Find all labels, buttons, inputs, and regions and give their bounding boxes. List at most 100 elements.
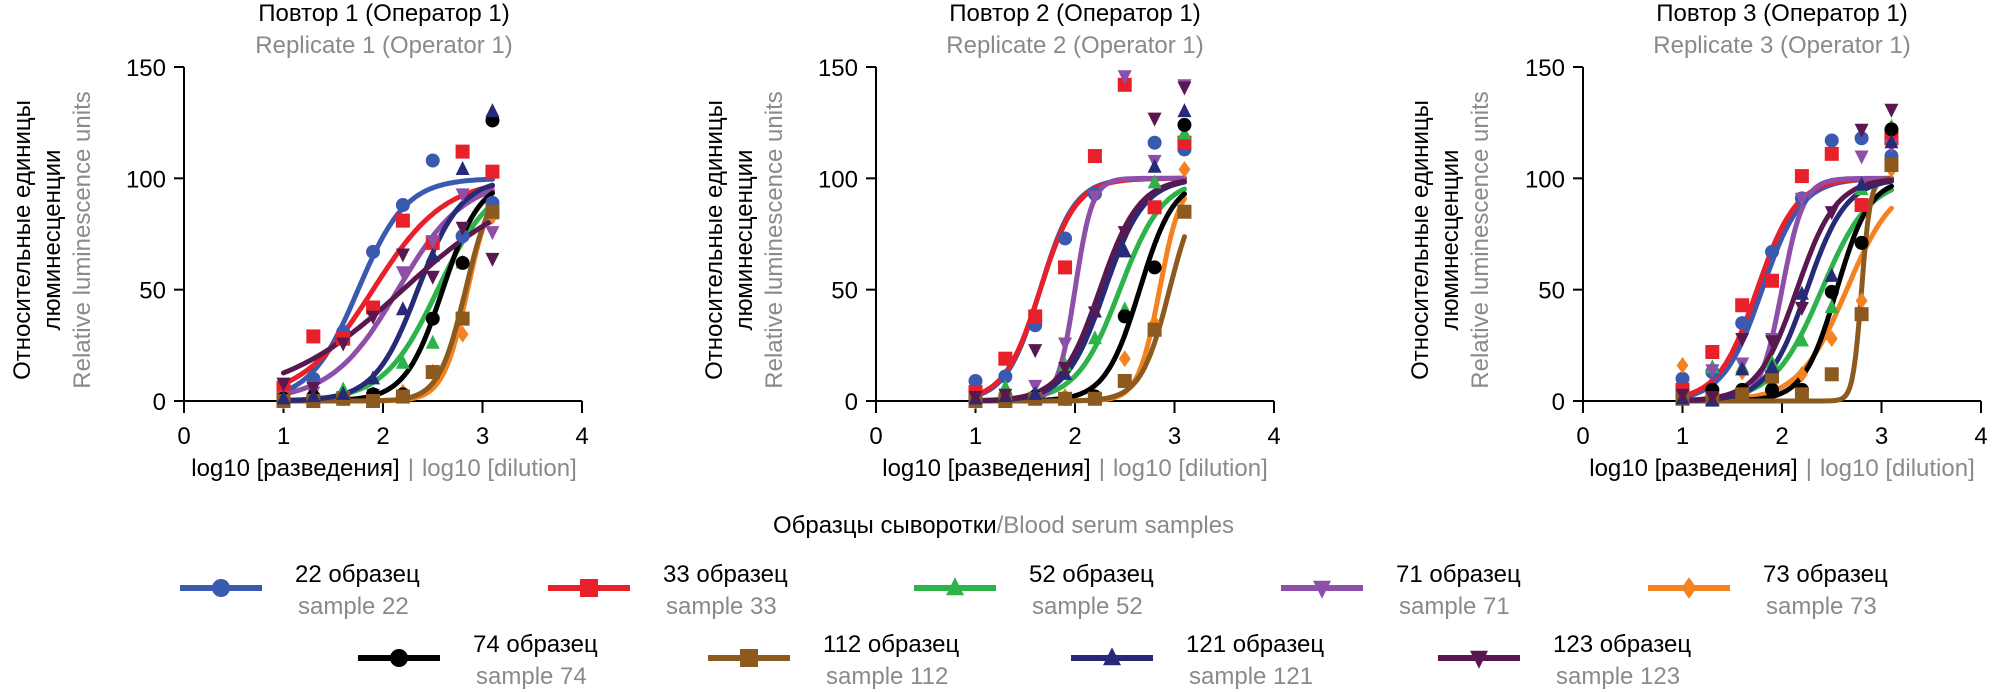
data-point-s123 bbox=[1854, 123, 1869, 138]
legend-title-ru: Образцы сыворотки bbox=[772, 512, 997, 539]
data-point-s112 bbox=[1177, 204, 1192, 219]
data-point-s73 bbox=[1676, 356, 1689, 374]
data-point-s33 bbox=[306, 329, 321, 344]
data-point-s123 bbox=[1794, 301, 1809, 316]
x-tick-label: 2 bbox=[1068, 423, 1081, 450]
data-point-s52 bbox=[1147, 174, 1162, 189]
data-point-s121 bbox=[1854, 176, 1869, 191]
data-point-s123 bbox=[998, 388, 1013, 403]
data-point-s74 bbox=[1117, 309, 1132, 324]
data-point-s121 bbox=[455, 161, 470, 176]
legend-item-s71: 71 образец sample 71 bbox=[1281, 561, 1521, 620]
panel-subtitle: Replicate 2 (Operator 1) bbox=[946, 32, 1203, 59]
data-point-s123 bbox=[366, 310, 381, 325]
data-point-s22 bbox=[1854, 131, 1869, 146]
x-tick-label: 4 bbox=[1974, 423, 1987, 450]
data-point-s33 bbox=[1147, 200, 1162, 215]
legend-label-ru: 121 образец bbox=[1186, 631, 1324, 658]
legend-marker-diamond-icon bbox=[1681, 577, 1697, 599]
data-point-s71 bbox=[425, 235, 440, 250]
data-point-s112 bbox=[1854, 307, 1869, 322]
data-point-s123 bbox=[1884, 103, 1899, 118]
legend-item-s33: 33 образец sample 33 bbox=[548, 561, 788, 620]
data-point-s71 bbox=[395, 266, 410, 281]
legend-label-ru: 22 образец bbox=[295, 561, 420, 588]
data-point-s22 bbox=[1058, 231, 1073, 246]
data-point-s74 bbox=[1177, 117, 1192, 132]
data-point-s33 bbox=[1058, 260, 1073, 275]
y-axis-label: Относительные единицы люминесценции Relati… bbox=[1407, 91, 1494, 388]
data-point-s33 bbox=[1117, 77, 1132, 92]
data-point-s123 bbox=[1117, 226, 1132, 241]
data-point-s123 bbox=[1765, 335, 1780, 350]
data-point-s71 bbox=[1087, 190, 1102, 205]
data-point-s73 bbox=[1825, 330, 1838, 348]
legend-label-ru: 123 образец bbox=[1553, 631, 1691, 658]
data-point-s123 bbox=[1087, 306, 1102, 321]
data-point-s22 bbox=[366, 244, 381, 259]
legend-label-en: sample 71 bbox=[1399, 593, 1510, 620]
data-point-s33 bbox=[1824, 146, 1839, 161]
x-tick-label: 1 bbox=[969, 423, 982, 450]
legend-label-en: sample 74 bbox=[476, 663, 587, 690]
data-point-s112 bbox=[1884, 157, 1899, 172]
data-point-s22 bbox=[998, 369, 1013, 384]
data-point-s73 bbox=[1118, 350, 1131, 368]
data-point-s112 bbox=[1735, 387, 1750, 402]
y-tick-label: 100 bbox=[818, 166, 858, 193]
legend-marker-square-icon bbox=[580, 579, 598, 597]
legend-label-ru: 112 образец bbox=[823, 631, 960, 658]
chart-panel-3: Повтор 3 (Оператор 1) Replicate 3 (Operat… bbox=[1407, 0, 1988, 482]
data-point-s123 bbox=[425, 270, 440, 285]
data-point-s123 bbox=[1824, 206, 1839, 221]
panel-title: Повтор 1 (Оператор 1) bbox=[258, 0, 510, 27]
data-point-s52 bbox=[395, 354, 410, 369]
data-point-s112 bbox=[455, 311, 470, 326]
x-axis-label: log10 [разведения] | log10 [dilution] bbox=[882, 455, 1267, 482]
data-point-s112 bbox=[1087, 391, 1102, 406]
x-tick-label: 2 bbox=[376, 423, 389, 450]
data-point-s74 bbox=[1765, 382, 1780, 397]
y-tick-label: 0 bbox=[1552, 389, 1565, 416]
y-label-en: Relative luminescence units bbox=[761, 91, 788, 388]
data-point-s33 bbox=[1765, 273, 1780, 288]
legend-label-en: sample 123 bbox=[1556, 663, 1680, 690]
legend-marker-circle-icon bbox=[390, 649, 408, 667]
data-point-s121 bbox=[1028, 385, 1043, 400]
x-tick-label: 0 bbox=[1576, 423, 1589, 450]
legend-marker-square-icon bbox=[740, 649, 758, 667]
legend-marker-triangle-down-icon bbox=[1313, 580, 1331, 599]
data-point-s71 bbox=[455, 188, 470, 203]
y-label-ru-line2: люминесценции bbox=[39, 150, 66, 331]
legend-item-s123: 123 образец sample 123 bbox=[1438, 631, 1691, 690]
x-axis-label: log10 [разведения] | log10 [dilution] bbox=[1589, 455, 1974, 482]
data-point-s74 bbox=[1884, 122, 1899, 137]
x-label-sep: | bbox=[1806, 455, 1812, 482]
legend-label-en: sample 112 bbox=[826, 663, 948, 690]
x-label-en: log10 [dilution] bbox=[422, 455, 577, 482]
data-point-s74 bbox=[455, 255, 470, 270]
data-point-s52 bbox=[1087, 330, 1102, 345]
legend-label-en: sample 121 bbox=[1189, 663, 1313, 690]
data-point-s121 bbox=[276, 390, 291, 405]
data-point-s71 bbox=[1117, 70, 1132, 85]
data-point-s121 bbox=[395, 301, 410, 316]
data-point-s22 bbox=[1824, 133, 1839, 148]
data-point-s123 bbox=[1147, 112, 1162, 127]
data-point-s33 bbox=[395, 213, 410, 228]
x-label-ru: log10 [разведения] bbox=[191, 455, 399, 482]
data-point-s123 bbox=[485, 252, 500, 267]
data-point-s123 bbox=[336, 337, 351, 352]
legend-title-en: Blood serum samples bbox=[1003, 512, 1235, 539]
data-point-s33 bbox=[485, 164, 500, 179]
x-label-en: log10 [dilution] bbox=[1113, 455, 1268, 482]
y-tick-label: 150 bbox=[1525, 55, 1565, 82]
data-point-s121 bbox=[336, 385, 351, 400]
y-tick-label: 150 bbox=[818, 55, 858, 82]
x-tick-label: 1 bbox=[1676, 423, 1689, 450]
legend-item-s121: 121 образец sample 121 bbox=[1071, 631, 1324, 690]
data-point-s112 bbox=[1794, 387, 1809, 402]
x-label-sep: | bbox=[408, 455, 414, 482]
y-tick-label: 50 bbox=[1538, 278, 1565, 305]
